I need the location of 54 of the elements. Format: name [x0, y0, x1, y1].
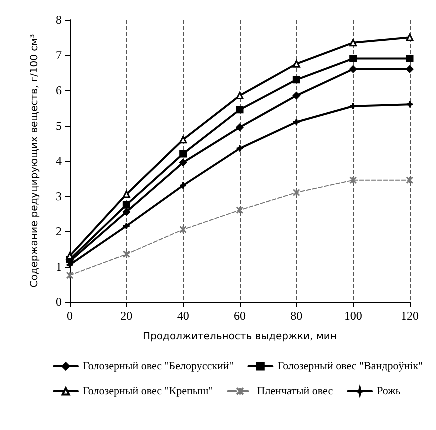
point: [180, 182, 188, 190]
point: [122, 201, 130, 209]
point: [406, 55, 414, 63]
point: [180, 136, 188, 144]
point: [350, 55, 358, 63]
legend-label: Рожь: [377, 386, 401, 398]
point: [122, 222, 130, 230]
point: [122, 250, 130, 258]
point: [122, 190, 130, 198]
point: [180, 226, 188, 234]
y-tick-label: 8: [56, 13, 62, 27]
x-tick-label: 120: [401, 309, 419, 323]
y-axis-title: Содержание редуцирующих веществ, г/100 см³: [30, 34, 40, 288]
point: [236, 92, 244, 100]
point: [406, 34, 414, 42]
x-axis-title: Продолжительность выдержки, мин: [143, 332, 337, 342]
point: [292, 92, 300, 100]
point: [350, 39, 358, 47]
x-tick-label: 0: [67, 309, 73, 323]
point: [66, 272, 74, 280]
point: [406, 100, 414, 108]
point: [122, 208, 130, 216]
point: [292, 76, 300, 84]
x-tick-label: 100: [344, 309, 362, 323]
x-tick-label: 20: [120, 309, 133, 323]
legend-label: Голозерный овес "Крепыш": [83, 386, 214, 398]
y-tick-label: 5: [56, 118, 62, 133]
x-tick-label: 60: [234, 309, 246, 323]
point: [292, 60, 300, 68]
y-tick-label: 6: [56, 84, 62, 98]
x-tick-label: 40: [177, 309, 190, 323]
y-tick-label: 0: [56, 295, 62, 309]
point: [236, 106, 244, 114]
legend-label: Пленчатый овес: [257, 386, 334, 398]
point: [350, 176, 358, 184]
point: [180, 159, 188, 167]
point: [236, 124, 244, 132]
x-tick-label: 80: [290, 309, 303, 323]
legend-label: Голозерный овес "Белорусский": [83, 360, 234, 372]
point: [350, 102, 358, 110]
point: [236, 206, 244, 214]
y-tick-label: 4: [56, 154, 62, 168]
point: [406, 176, 414, 184]
y-tick-label: 1: [56, 260, 62, 274]
y-tick-label: 3: [56, 189, 62, 204]
y-tick-label: 2: [56, 224, 62, 238]
point: [350, 66, 358, 74]
point: [292, 118, 300, 126]
point: [406, 66, 414, 74]
y-tick-label: 7: [56, 48, 62, 62]
point: [180, 150, 188, 158]
point: [236, 144, 244, 152]
legend-label: Голозерный овес "Вандроўнік": [278, 360, 423, 372]
point: [292, 188, 300, 196]
